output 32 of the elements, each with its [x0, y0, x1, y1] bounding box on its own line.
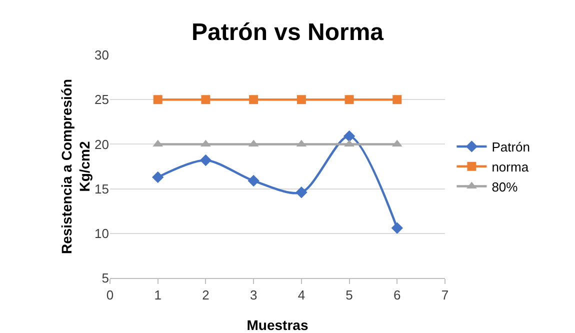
chart-title: Patrón vs Norma — [191, 19, 384, 46]
point — [391, 222, 403, 234]
legend-label: norma — [492, 159, 530, 174]
y-axis-title: Resistencia a Compresión Kg/cm2 — [58, 78, 93, 254]
x-tick-label: 2 — [202, 288, 210, 303]
point — [343, 130, 356, 142]
point — [392, 95, 402, 104]
y-tick-label: 5 — [102, 270, 109, 286]
legend-label: 80% — [492, 179, 518, 194]
point — [152, 171, 164, 184]
point — [296, 186, 308, 198]
point — [248, 174, 260, 187]
y-tick-label: 20 — [94, 136, 109, 152]
x-tick-label: 6 — [394, 288, 401, 303]
x-tick-label: 5 — [346, 288, 353, 303]
point — [200, 154, 212, 166]
y-tick-label: 30 — [94, 48, 109, 63]
x-tick-label: 1 — [154, 288, 162, 303]
x-axis-title: Muestras — [246, 317, 308, 333]
legend-label: Patrón — [492, 140, 530, 155]
point — [296, 95, 306, 104]
x-tick-label: 0 — [106, 288, 114, 303]
x-tick-label: 7 — [441, 288, 449, 303]
x-tick-label: 3 — [250, 288, 258, 303]
point — [153, 95, 162, 104]
point — [344, 95, 354, 104]
point — [201, 95, 210, 104]
point — [249, 95, 258, 104]
x-tick-label: 4 — [298, 288, 306, 303]
y-tick-label: 10 — [94, 226, 109, 241]
y-tick-label: 15 — [94, 181, 109, 196]
y-tick-label: 25 — [94, 92, 109, 108]
